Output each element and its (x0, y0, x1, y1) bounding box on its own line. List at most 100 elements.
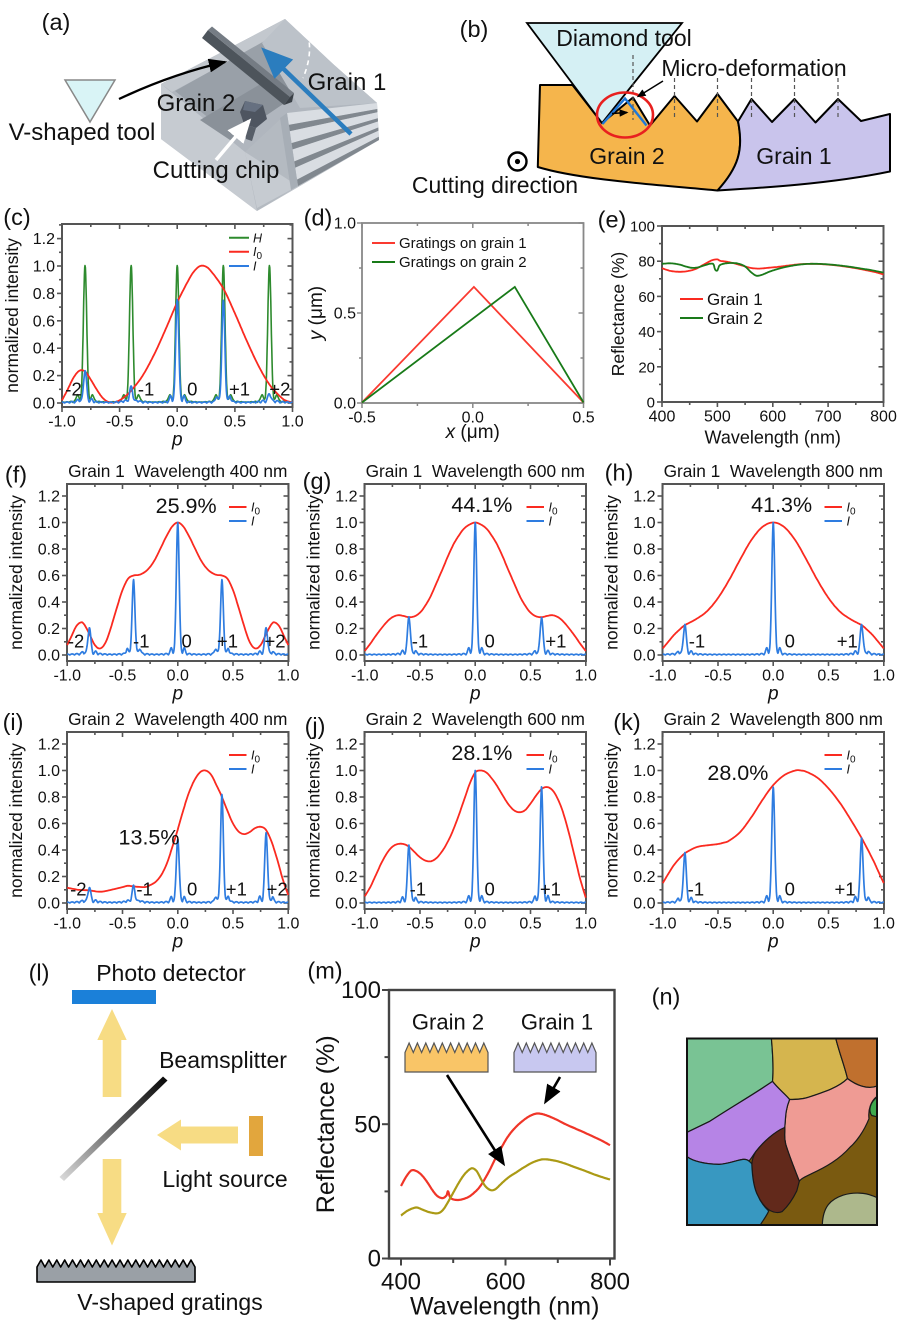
svg-text:(h): (h) (605, 460, 634, 486)
svg-text:p: p (469, 684, 481, 705)
svg-text:1.0: 1.0 (633, 763, 655, 780)
svg-text:V-shaped gratings: V-shaped gratings (77, 1289, 262, 1315)
svg-text:0.4: 0.4 (633, 595, 655, 612)
svg-text:(m): (m) (307, 958, 342, 984)
svg-text:0.0: 0.0 (464, 916, 486, 933)
svg-text:H: H (253, 231, 263, 245)
svg-text:0.0: 0.0 (464, 668, 486, 685)
svg-text:0.6: 0.6 (633, 568, 655, 585)
svg-text:p: p (767, 932, 779, 953)
svg-text:100: 100 (341, 977, 381, 1004)
svg-text:-0.5: -0.5 (109, 916, 137, 933)
svg-text:Reflectance (%): Reflectance (%) (312, 1035, 340, 1213)
svg-text:0.0: 0.0 (335, 896, 357, 913)
svg-text:(e): (e) (598, 207, 627, 233)
svg-text:Beamsplitter: Beamsplitter (159, 1047, 287, 1073)
svg-text:-2: -2 (70, 879, 86, 900)
svg-text:I: I (549, 515, 553, 529)
svg-text:-0.5: -0.5 (704, 916, 732, 933)
svg-text:(k): (k) (613, 709, 640, 735)
svg-text:0.6: 0.6 (38, 568, 60, 585)
svg-text:0.6: 0.6 (33, 313, 55, 330)
svg-text:-1: -1 (136, 879, 152, 900)
svg-text:0.0: 0.0 (38, 896, 60, 913)
svg-text:I: I (549, 763, 553, 777)
svg-text:normalized intensity: normalized intensity (304, 495, 324, 650)
svg-text:Light source: Light source (162, 1166, 287, 1192)
svg-text:+1: +1 (837, 631, 858, 652)
svg-text:41.3%: 41.3% (751, 493, 812, 517)
svg-text:0: 0 (181, 631, 191, 652)
svg-text:1.2: 1.2 (38, 489, 60, 506)
svg-text:0.0: 0.0 (167, 668, 189, 685)
svg-text:-1: -1 (412, 631, 428, 652)
svg-text:Cutting chip: Cutting chip (153, 157, 280, 184)
svg-text:+1: +1 (545, 631, 566, 652)
svg-text:I0: I0 (251, 749, 260, 766)
svg-text:Wavelength (nm): Wavelength (nm) (410, 1293, 599, 1321)
svg-text:0.5: 0.5 (334, 306, 356, 323)
svg-text:0.5: 0.5 (817, 668, 839, 685)
svg-text:0.6: 0.6 (38, 816, 60, 833)
svg-text:0.2: 0.2 (33, 368, 55, 385)
svg-text:0.5: 0.5 (572, 410, 594, 427)
svg-text:I: I (847, 763, 851, 777)
svg-text:0.8: 0.8 (38, 542, 60, 559)
svg-text:0: 0 (368, 1246, 381, 1273)
svg-text:0.5: 0.5 (519, 916, 541, 933)
svg-text:+1: +1 (226, 879, 247, 900)
svg-text:1.2: 1.2 (335, 737, 357, 754)
svg-text:Micro-deformation: Micro-deformation (661, 55, 846, 81)
svg-text:(a): (a) (42, 9, 71, 35)
svg-text:1.2: 1.2 (633, 737, 655, 754)
svg-text:-1: -1 (133, 631, 149, 652)
svg-text:0: 0 (785, 879, 795, 900)
svg-text:0.2: 0.2 (633, 621, 655, 638)
svg-text:Grain 1 Wavelength 600 nm: Grain 1 Wavelength 600 nm (366, 461, 585, 481)
svg-text:(c): (c) (3, 204, 30, 230)
svg-text:0.0: 0.0 (38, 648, 60, 665)
svg-text:0.8: 0.8 (335, 790, 357, 807)
svg-text:normalized intensity: normalized intensity (6, 495, 26, 650)
svg-text:80: 80 (638, 254, 655, 271)
svg-text:+1: +1 (835, 879, 856, 900)
svg-text:1.0: 1.0 (277, 668, 299, 685)
svg-text:28.1%: 28.1% (451, 741, 512, 765)
svg-text:0.5: 0.5 (224, 414, 246, 431)
svg-text:0.8: 0.8 (633, 542, 655, 559)
svg-text:Grain 2 Wavelength 400 nm: Grain 2 Wavelength 400 nm (68, 709, 287, 729)
svg-text:0.5: 0.5 (519, 668, 541, 685)
svg-text:+2: +2 (267, 879, 288, 900)
svg-text:I0: I0 (847, 749, 856, 766)
svg-text:0.5: 0.5 (222, 916, 244, 933)
svg-text:1.0: 1.0 (575, 668, 597, 685)
svg-text:Photo detector: Photo detector (96, 960, 246, 986)
svg-text:0.4: 0.4 (38, 843, 60, 860)
svg-text:0: 0 (187, 378, 197, 399)
svg-text:100: 100 (630, 219, 655, 236)
svg-text:25.9%: 25.9% (156, 494, 217, 518)
svg-text:800: 800 (870, 409, 897, 426)
svg-text:p: p (767, 684, 779, 705)
svg-text:60: 60 (638, 289, 655, 306)
svg-text:1.0: 1.0 (575, 916, 597, 933)
svg-text:-1.0: -1.0 (351, 916, 379, 933)
svg-text:Grain 2 Wavelength 600 nm: Grain 2 Wavelength 600 nm (366, 709, 585, 729)
svg-text:0.2: 0.2 (335, 869, 357, 886)
svg-text:-1.0: -1.0 (48, 414, 76, 431)
svg-text:y (μm): y (μm) (306, 286, 327, 342)
svg-text:(d): (d) (304, 205, 333, 231)
svg-text:-1: -1 (138, 378, 154, 399)
svg-text:+2: +2 (269, 378, 290, 399)
svg-text:Grain 1 Wavelength 400 nm: Grain 1 Wavelength 400 nm (68, 461, 287, 481)
svg-text:0.8: 0.8 (38, 790, 60, 807)
svg-text:(n): (n) (652, 984, 681, 1010)
svg-text:-2: -2 (68, 631, 84, 652)
svg-text:1.2: 1.2 (633, 489, 655, 506)
svg-text:p: p (171, 684, 183, 705)
svg-text:0.2: 0.2 (38, 621, 60, 638)
svg-text:1.0: 1.0 (873, 668, 895, 685)
svg-text:Grain 2 Wavelength 800 nm: Grain 2 Wavelength 800 nm (664, 709, 883, 729)
svg-text:I0: I0 (549, 501, 558, 518)
svg-text:1.0: 1.0 (335, 515, 357, 532)
